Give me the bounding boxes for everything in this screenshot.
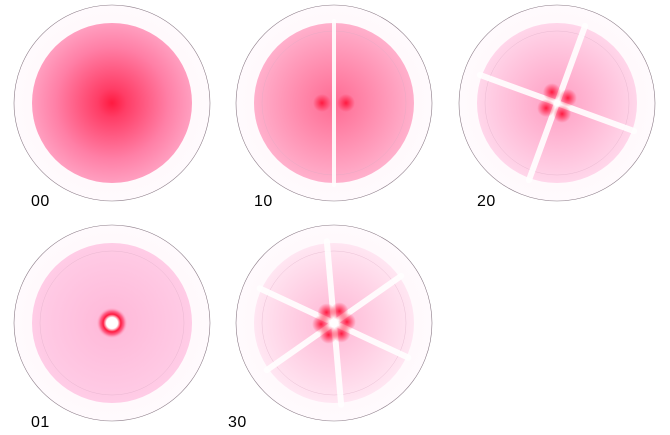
mode-pattern-00: [13, 4, 211, 202]
mode-panel-00: [12, 3, 212, 203]
mode-panel-10: [234, 3, 434, 203]
mode-field: [32, 23, 192, 183]
nodal-line: [263, 272, 405, 374]
mode-pattern-01: [13, 224, 211, 422]
nodal-line: [525, 22, 589, 184]
intensity-lobe: [337, 312, 356, 331]
mode-label-01: 01: [31, 414, 50, 431]
inner-ring: [484, 30, 630, 176]
mode-label-20: 20: [477, 193, 496, 210]
intensity-ring: [96, 307, 128, 339]
intensity-lobe: [553, 104, 572, 123]
inner-ring: [39, 250, 185, 396]
intensity-lobe: [558, 88, 577, 107]
mode-panel-01: [12, 223, 212, 423]
mode-label-10: 10: [254, 193, 273, 210]
intensity-lobe: [537, 99, 556, 118]
mode-label-00: 00: [31, 193, 50, 210]
intensity-lobe: [542, 83, 561, 102]
intensity-lobe: [337, 94, 355, 112]
intensity-lobe: [317, 303, 336, 322]
mode-label-30: 30: [228, 414, 247, 431]
mode-pattern-10: [235, 4, 433, 202]
intensity-lobe: [313, 94, 331, 112]
inner-ring: [261, 250, 407, 396]
mode-panel-30: [234, 223, 434, 423]
mode-pattern-30: [235, 224, 433, 422]
mode-panel-20: [457, 3, 657, 203]
mode-pattern-20: [458, 4, 656, 202]
